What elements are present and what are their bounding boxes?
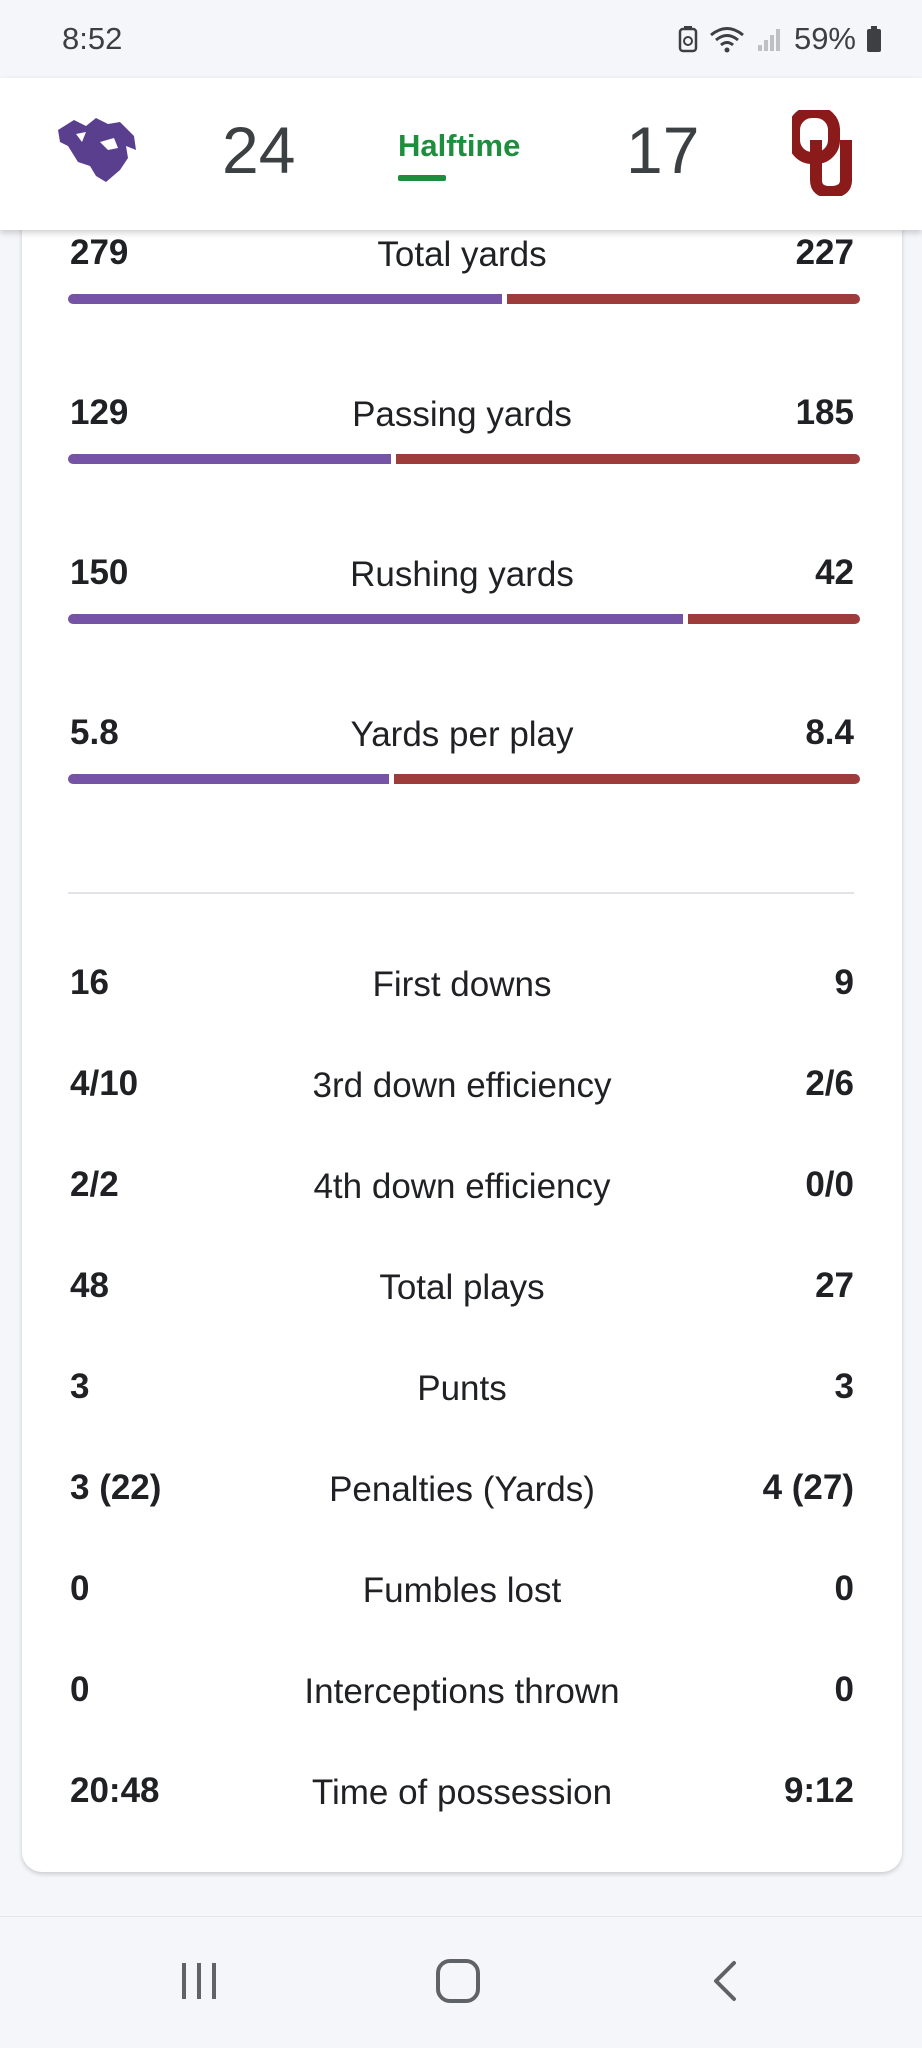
stat-row: 0 Fumbles lost 0 bbox=[70, 1564, 854, 1614]
stat-label: Total plays bbox=[379, 1268, 545, 1307]
stat-label: 4th down efficiency bbox=[313, 1167, 611, 1206]
home-bar bbox=[68, 294, 502, 304]
stat-values: 5.8 8.4 bbox=[70, 708, 854, 758]
away-bar bbox=[688, 614, 860, 624]
home-stat-value: 20:48 bbox=[70, 1771, 160, 1810]
away-stat-value: 185 bbox=[795, 393, 854, 432]
stat-row: 3 (22) Penalties (Yards) 4 (27) bbox=[70, 1463, 854, 1513]
kansas-state-wildcat-logo[interactable] bbox=[56, 116, 138, 186]
navigation-bar bbox=[0, 1916, 922, 2048]
bar-stat-row: 129 185 Passing yards bbox=[22, 388, 902, 508]
away-stat-value: 2/6 bbox=[805, 1064, 854, 1103]
home-bar bbox=[68, 614, 683, 624]
stat-label: Interceptions thrown bbox=[304, 1672, 620, 1711]
score-header: 24 Halftime 17 bbox=[0, 78, 922, 230]
stat-comparison-bar bbox=[68, 454, 860, 464]
home-stat-value: 150 bbox=[70, 553, 129, 592]
back-icon[interactable] bbox=[702, 1957, 750, 2010]
away-stat-value: 42 bbox=[815, 553, 854, 592]
stat-row: 4/10 3rd down efficiency 2/6 bbox=[70, 1059, 854, 1109]
team-stats-card: 279 227 Total yards 129 185 Passing yards 150 4… bbox=[22, 190, 902, 1872]
stat-comparison-bar bbox=[68, 774, 860, 784]
away-stat-value: 0/0 bbox=[805, 1165, 854, 1204]
stat-comparison-bar bbox=[68, 294, 860, 304]
home-stat-value: 279 bbox=[70, 233, 129, 272]
home-stat-value: 3 bbox=[70, 1367, 90, 1406]
stat-row: 2/2 4th down efficiency 0/0 bbox=[70, 1160, 854, 1210]
stat-row: 3 Punts 3 bbox=[70, 1362, 854, 1412]
battery-icon bbox=[866, 25, 882, 53]
stat-comparison-bar bbox=[68, 614, 860, 624]
away-stat-value: 9 bbox=[834, 963, 854, 1002]
away-stat-value: 8.4 bbox=[805, 713, 854, 752]
away-stat-value: 9:12 bbox=[783, 1771, 854, 1810]
oklahoma-ou-logo[interactable] bbox=[788, 106, 856, 199]
home-stat-value: 2/2 bbox=[70, 1165, 119, 1204]
home-stat-value: 5.8 bbox=[70, 713, 119, 752]
stat-row: 16 First downs 9 bbox=[70, 958, 854, 1008]
stat-values: 129 185 bbox=[70, 388, 854, 438]
stat-row: 48 Total plays 27 bbox=[70, 1261, 854, 1311]
status-icons: 59% bbox=[678, 21, 882, 57]
signal-icon bbox=[756, 25, 784, 53]
stat-label: Punts bbox=[417, 1369, 507, 1408]
stat-row: 0 Interceptions thrown 0 bbox=[70, 1665, 854, 1715]
away-stat-value: 0 bbox=[834, 1670, 854, 1709]
away-stat-value: 27 bbox=[815, 1266, 854, 1305]
away-bar bbox=[507, 294, 860, 304]
stat-label: Fumbles lost bbox=[362, 1571, 562, 1610]
away-stat-value: 227 bbox=[795, 233, 854, 272]
home-stat-value: 3 (22) bbox=[70, 1468, 162, 1507]
game-state-indicator bbox=[398, 175, 446, 181]
battery-saver-icon bbox=[678, 25, 698, 53]
status-bar: 8:52 59% bbox=[0, 0, 922, 78]
away-stat-value: 3 bbox=[834, 1367, 854, 1406]
away-score: 17 bbox=[626, 113, 700, 187]
home-stat-value: 0 bbox=[70, 1670, 90, 1709]
stat-label: First downs bbox=[372, 965, 552, 1004]
status-time: 8:52 bbox=[62, 21, 123, 56]
away-bar bbox=[394, 774, 860, 784]
home-stat-value: 16 bbox=[70, 963, 109, 1002]
away-stat-value: 4 (27) bbox=[762, 1468, 854, 1507]
stat-label: Penalties (Yards) bbox=[329, 1470, 595, 1509]
stat-values: 279 227 bbox=[70, 228, 854, 278]
away-stat-value: 0 bbox=[834, 1569, 854, 1608]
game-state-tab[interactable]: Halftime bbox=[398, 128, 521, 163]
away-bar bbox=[396, 454, 860, 464]
home-icon[interactable] bbox=[434, 1957, 482, 2010]
stat-label: Time of possession bbox=[311, 1773, 613, 1812]
home-stat-value: 129 bbox=[70, 393, 129, 432]
bar-stat-row: 279 227 Total yards bbox=[22, 228, 902, 348]
home-stat-value: 0 bbox=[70, 1569, 90, 1608]
bar-stat-row: 150 42 Rushing yards bbox=[22, 548, 902, 668]
recents-icon[interactable] bbox=[176, 1957, 224, 2010]
section-divider bbox=[68, 892, 854, 894]
stat-row: 20:48 Time of possession 9:12 bbox=[70, 1766, 854, 1816]
home-bar bbox=[68, 454, 391, 464]
bar-stat-row: 5.8 8.4 Yards per play bbox=[22, 708, 902, 828]
home-bar bbox=[68, 774, 389, 784]
battery-percent: 59% bbox=[793, 21, 856, 56]
stat-values: 150 42 bbox=[70, 548, 854, 598]
home-stat-value: 4/10 bbox=[70, 1064, 139, 1103]
stat-label: 3rd down efficiency bbox=[312, 1066, 612, 1105]
home-score: 24 bbox=[222, 113, 296, 187]
home-stat-value: 48 bbox=[70, 1266, 109, 1305]
wifi-icon bbox=[708, 24, 746, 54]
